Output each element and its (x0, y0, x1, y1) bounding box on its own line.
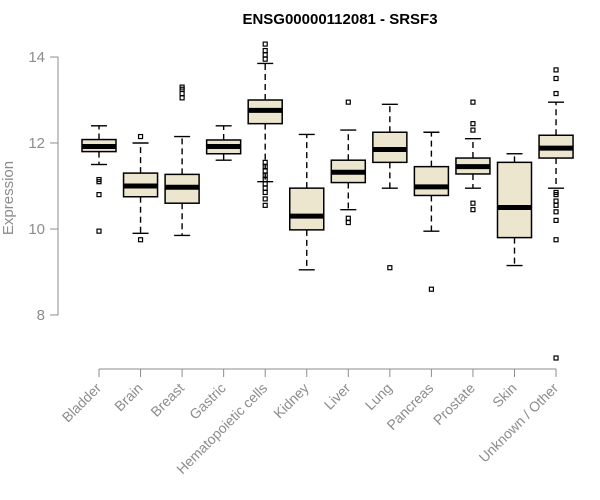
outlier-point (553, 202, 559, 208)
x-tick-label: Brain (111, 380, 145, 414)
outlier-point (262, 159, 268, 165)
outlier-point (553, 237, 559, 243)
outlier-point (345, 99, 351, 105)
box-liver (330, 99, 367, 226)
y-axis-label: Expression (0, 161, 17, 235)
outlier-point (553, 209, 559, 215)
box-hematopoietic-cells (247, 41, 283, 208)
box-lung (372, 103, 408, 271)
box-iqr (289, 187, 325, 231)
outlier-point (345, 219, 351, 226)
y-tick-label: 10 (28, 221, 45, 238)
outlier-point (262, 202, 268, 208)
outlier-point (262, 189, 268, 196)
outlier-point (470, 121, 476, 127)
outlier-point (470, 207, 476, 213)
outlier-point (96, 228, 102, 234)
outlier-point (179, 95, 185, 101)
x-tick-label: Prostate (430, 380, 478, 428)
outlier-point (262, 56, 268, 62)
x-tick-label: Kidney (270, 380, 312, 422)
y-tick-label: 12 (28, 135, 45, 152)
outlier-point (179, 90, 185, 97)
chart-title: ENSG00000112081 - SRSF3 (242, 11, 437, 28)
outlier-point (262, 52, 268, 58)
outlier-point (262, 47, 268, 54)
outlier-point (137, 133, 144, 140)
outlier-point (179, 84, 185, 90)
box-iqr (496, 161, 533, 239)
outlier-point (262, 181, 268, 187)
box-iqr (413, 165, 450, 197)
outlier-point (553, 198, 559, 204)
outlier-point (553, 217, 559, 223)
outlier-point (262, 41, 268, 47)
box-bladder (81, 125, 117, 234)
outlier-point (428, 286, 434, 292)
outlier-point (470, 127, 476, 133)
outlier-point (96, 192, 102, 198)
box-skin (496, 153, 533, 267)
box-breast (164, 84, 200, 237)
outlier-point (137, 237, 144, 243)
box-prostate (455, 99, 491, 213)
box-unknown-other (538, 67, 574, 361)
x-tick-label: Breast (147, 380, 187, 420)
box-brain (122, 133, 159, 243)
outlier-point (553, 67, 559, 73)
x-tick-label: Liver (321, 380, 354, 413)
y-tick-label: 8 (37, 307, 45, 324)
outlier-point (553, 90, 559, 97)
outlier-point (387, 265, 393, 271)
box-gastric (205, 125, 242, 161)
box-kidney (289, 133, 325, 271)
box-pancreas (413, 131, 450, 292)
box-series (81, 41, 574, 361)
x-tick-label: Skin (489, 380, 520, 411)
outlier-point (553, 189, 559, 196)
outlier-point (262, 185, 268, 191)
x-tick-label: Bladder (59, 380, 105, 426)
x-tick-label: Unknown / Other (476, 380, 562, 466)
outlier-point (470, 200, 476, 206)
outlier-point (553, 355, 559, 361)
y-tick-label: 14 (28, 49, 45, 66)
outlier-point (96, 176, 102, 183)
outlier-point (262, 196, 268, 202)
y-axis: 8 10 12 14 (28, 49, 59, 324)
outlier-point (345, 215, 351, 221)
outlier-point (470, 99, 476, 105)
x-tick-label: Lung (362, 380, 395, 413)
outlier-point (553, 75, 559, 82)
